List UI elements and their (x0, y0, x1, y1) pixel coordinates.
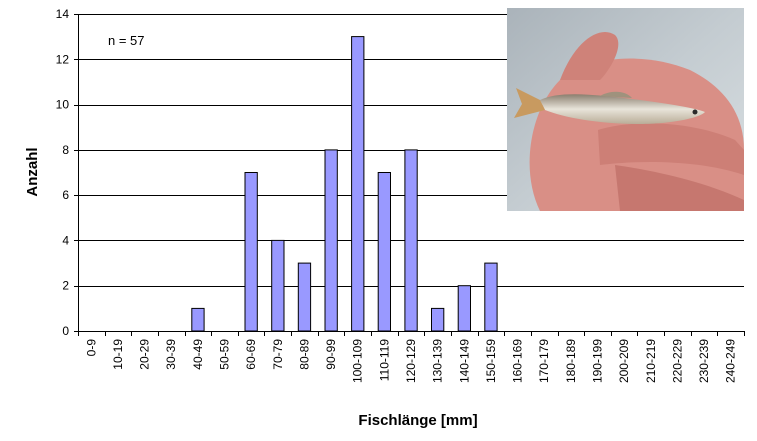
bar (191, 307, 205, 332)
x-tick-label: 120-129 (404, 339, 418, 383)
bar (404, 149, 418, 332)
x-tick-label: 110-119 (377, 339, 391, 382)
x-tick-label: 150-159 (484, 339, 498, 383)
x-tick-label: 180-189 (564, 339, 578, 383)
x-tick-label: 140-149 (457, 339, 471, 383)
bar (377, 172, 392, 332)
sample-size-annotation: n = 57 (108, 33, 145, 48)
x-tick-label: 100-109 (351, 339, 365, 383)
bar (297, 262, 312, 332)
x-axis-title: Fischlänge [mm] (358, 412, 477, 429)
x-tick-label: 210-219 (644, 339, 658, 383)
x-tick-label: 50-59 (218, 339, 232, 370)
x-tick-label: 200-209 (617, 339, 631, 383)
bar (324, 149, 338, 332)
x-tick-label: 240-249 (724, 339, 738, 383)
x-tick-label: 170-179 (537, 339, 551, 383)
x-tick-label: 220-229 (670, 339, 684, 383)
y-tick-label: 6 (62, 188, 69, 202)
x-tick-label: 90-99 (324, 339, 338, 370)
y-tick-label: 4 (62, 233, 69, 247)
x-tick-label: 70-79 (271, 339, 285, 370)
x-tick-label: 30-39 (164, 339, 178, 370)
x-tick-label: 190-199 (591, 339, 605, 383)
y-tick-label: 8 (62, 143, 69, 157)
y-tick-labels: 0 2 4 6 8 10 12 14 (56, 7, 70, 338)
bar (244, 172, 258, 332)
bar (271, 239, 285, 332)
axes (74, 14, 745, 336)
y-tick-label: 12 (56, 52, 70, 66)
y-tick-label: 10 (56, 98, 70, 112)
bar (484, 262, 498, 332)
fish-in-hand-photo (507, 8, 744, 211)
x-tick-label: 10-19 (111, 339, 125, 370)
x-tick-label: 20-29 (138, 339, 152, 370)
bar (351, 36, 365, 332)
x-tick-label: 160-169 (511, 339, 525, 383)
bar (431, 307, 445, 332)
x-tick-labels: 0-9 10-19 20-29 30-39 40-49 50-59 60-69 70-79 80… (84, 339, 737, 383)
y-tick-label: 2 (62, 279, 69, 293)
x-tick-label: 230-239 (697, 339, 711, 383)
y-tick-label: 14 (56, 7, 70, 21)
y-tick-label: 0 (62, 324, 69, 338)
x-tick-label: 130-139 (431, 339, 445, 383)
bar (457, 285, 472, 332)
x-tick-label: 0-9 (84, 339, 98, 357)
x-tick-label: 40-49 (191, 339, 205, 370)
x-tick-label: 80-89 (297, 339, 311, 370)
x-tick-label: 60-69 (244, 339, 258, 370)
y-axis-title: Anzahl (24, 147, 41, 196)
bars (191, 36, 498, 332)
